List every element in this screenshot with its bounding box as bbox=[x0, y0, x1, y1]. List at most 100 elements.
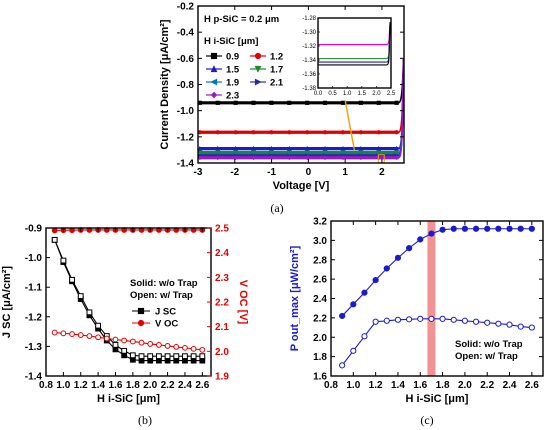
legend-label-b: V OC bbox=[155, 319, 178, 330]
panel-c: 0.8 1.0 1.2 1.4 1.6 1.8 2.0 2.2 2.4 2.6 1.6 1.8 2.0 2… bbox=[289, 217, 544, 405]
data-point-b bbox=[155, 353, 162, 360]
data-point-b bbox=[112, 342, 119, 348]
inset-ytick-label: -1.38 bbox=[302, 86, 316, 92]
data-point-b bbox=[199, 346, 206, 353]
jv-point bbox=[233, 100, 238, 105]
data-point-b bbox=[129, 352, 136, 359]
c-xtick-label: 1.2 bbox=[369, 380, 383, 391]
data-point-b bbox=[190, 353, 197, 360]
c-ytick-label: 1.6 bbox=[313, 372, 327, 383]
legend-label: 1.7 bbox=[270, 65, 283, 76]
c-xtick-label: 1.6 bbox=[413, 380, 427, 391]
jv-point bbox=[358, 145, 364, 151]
data-point-b bbox=[147, 341, 154, 347]
data-point-c bbox=[461, 317, 468, 324]
data-point-b bbox=[51, 227, 58, 234]
y-axis-label-b-right: V OC [V] bbox=[237, 280, 249, 325]
c-xtick-label: 2.2 bbox=[480, 380, 494, 391]
panel-a: -3 -2 -1 0 1 2 -1.4 -1.2 -1.0 -0.8 -0.6 -0.4 -0.2 Vol… bbox=[159, 2, 405, 192]
inset-xtick-label: 0.5 bbox=[328, 91, 337, 97]
jv-point bbox=[251, 150, 256, 156]
jv-point bbox=[251, 145, 256, 151]
legend-marker bbox=[210, 52, 218, 60]
inset-background bbox=[304, 16, 395, 100]
jv-point bbox=[251, 155, 256, 161]
b-ytick-label: -1.2 bbox=[25, 312, 43, 323]
b-ytick-label: -1.3 bbox=[25, 342, 43, 353]
series-line-b3 bbox=[54, 332, 203, 351]
legend-marker bbox=[254, 52, 262, 60]
b-ytick-label-right: 2.0 bbox=[215, 347, 229, 358]
b-ytick-label: -1.0 bbox=[25, 253, 43, 264]
y-axis-label-a: Current Density [μA/cm²] bbox=[159, 19, 171, 150]
inset-frame bbox=[317, 17, 392, 89]
c-ytick-label: 2.2 bbox=[313, 313, 327, 324]
data-point-b bbox=[51, 329, 58, 336]
caption-b: (b) bbox=[138, 413, 152, 427]
data-point-c bbox=[450, 225, 457, 232]
legend-label: 0.9 bbox=[226, 52, 239, 63]
data-point-b bbox=[173, 343, 180, 350]
legend-marker-b bbox=[137, 307, 145, 315]
b-xtick-label: 2.0 bbox=[143, 380, 157, 391]
data-point-c bbox=[439, 226, 446, 233]
jv-point bbox=[305, 100, 310, 105]
jv-point bbox=[251, 100, 256, 105]
data-point-b bbox=[121, 337, 128, 344]
legend-label: 1.9 bbox=[226, 78, 239, 89]
data-point-c bbox=[472, 225, 480, 232]
caption-a: (a) bbox=[270, 201, 283, 215]
data-point-c bbox=[350, 301, 357, 308]
jv-point bbox=[376, 150, 382, 156]
legend-label-b: J SC bbox=[155, 307, 176, 318]
a-ytick-label: -0.4 bbox=[177, 28, 195, 39]
legend-marker bbox=[254, 78, 262, 86]
legend-marker-b bbox=[137, 319, 145, 327]
jv-point bbox=[358, 100, 363, 105]
data-point-b bbox=[190, 345, 197, 352]
jv-point bbox=[376, 145, 382, 151]
a-xtick-label: 0 bbox=[306, 167, 312, 178]
b-xtick-label: 2.6 bbox=[195, 380, 209, 391]
jv-point bbox=[287, 100, 292, 105]
b-xtick-label: 1.2 bbox=[74, 380, 88, 391]
jv-point bbox=[358, 155, 364, 161]
data-point-c bbox=[406, 316, 413, 323]
jv-point bbox=[197, 150, 203, 156]
c-ytick-label: 1.8 bbox=[313, 352, 327, 363]
data-point-b bbox=[77, 332, 84, 338]
jv-point bbox=[394, 145, 400, 151]
jv-point bbox=[358, 130, 363, 135]
data-point-c bbox=[517, 323, 524, 330]
b-xtick-label: 2.2 bbox=[161, 380, 175, 391]
b-ytick-label-right: 2.5 bbox=[215, 224, 229, 235]
b-ytick-label-right: 2.4 bbox=[215, 248, 229, 259]
jv-point bbox=[358, 150, 364, 156]
jv-point bbox=[286, 150, 292, 156]
c-ytick-label: 2.8 bbox=[313, 255, 327, 266]
data-point-c bbox=[372, 318, 379, 325]
jv-point bbox=[215, 130, 220, 135]
jv-point bbox=[376, 155, 382, 161]
data-point-c bbox=[506, 225, 513, 232]
data-point-c bbox=[339, 312, 346, 320]
legend-label: 2.3 bbox=[226, 91, 239, 102]
data-point-c bbox=[484, 319, 491, 326]
b-ytick-label-right: 2.3 bbox=[215, 273, 229, 284]
jv-rise-2.3 bbox=[398, 58, 405, 159]
data-point-b bbox=[147, 353, 154, 360]
b-ytick-label: -1.4 bbox=[25, 372, 43, 383]
data-point-c bbox=[428, 315, 435, 322]
data-point-b bbox=[182, 344, 188, 351]
data-point-c bbox=[428, 230, 435, 237]
b-ytick-label-right: 2.1 bbox=[215, 322, 229, 333]
data-point-c bbox=[495, 225, 502, 232]
jv-point bbox=[304, 150, 310, 156]
data-point-b bbox=[138, 339, 145, 346]
jv-point bbox=[287, 130, 292, 135]
a-xtick-label: -1 bbox=[267, 167, 276, 178]
data-point-c bbox=[417, 236, 424, 243]
c-ytick-label: 2.4 bbox=[313, 294, 327, 305]
data-point-c bbox=[472, 318, 480, 325]
jv-point bbox=[340, 145, 346, 151]
